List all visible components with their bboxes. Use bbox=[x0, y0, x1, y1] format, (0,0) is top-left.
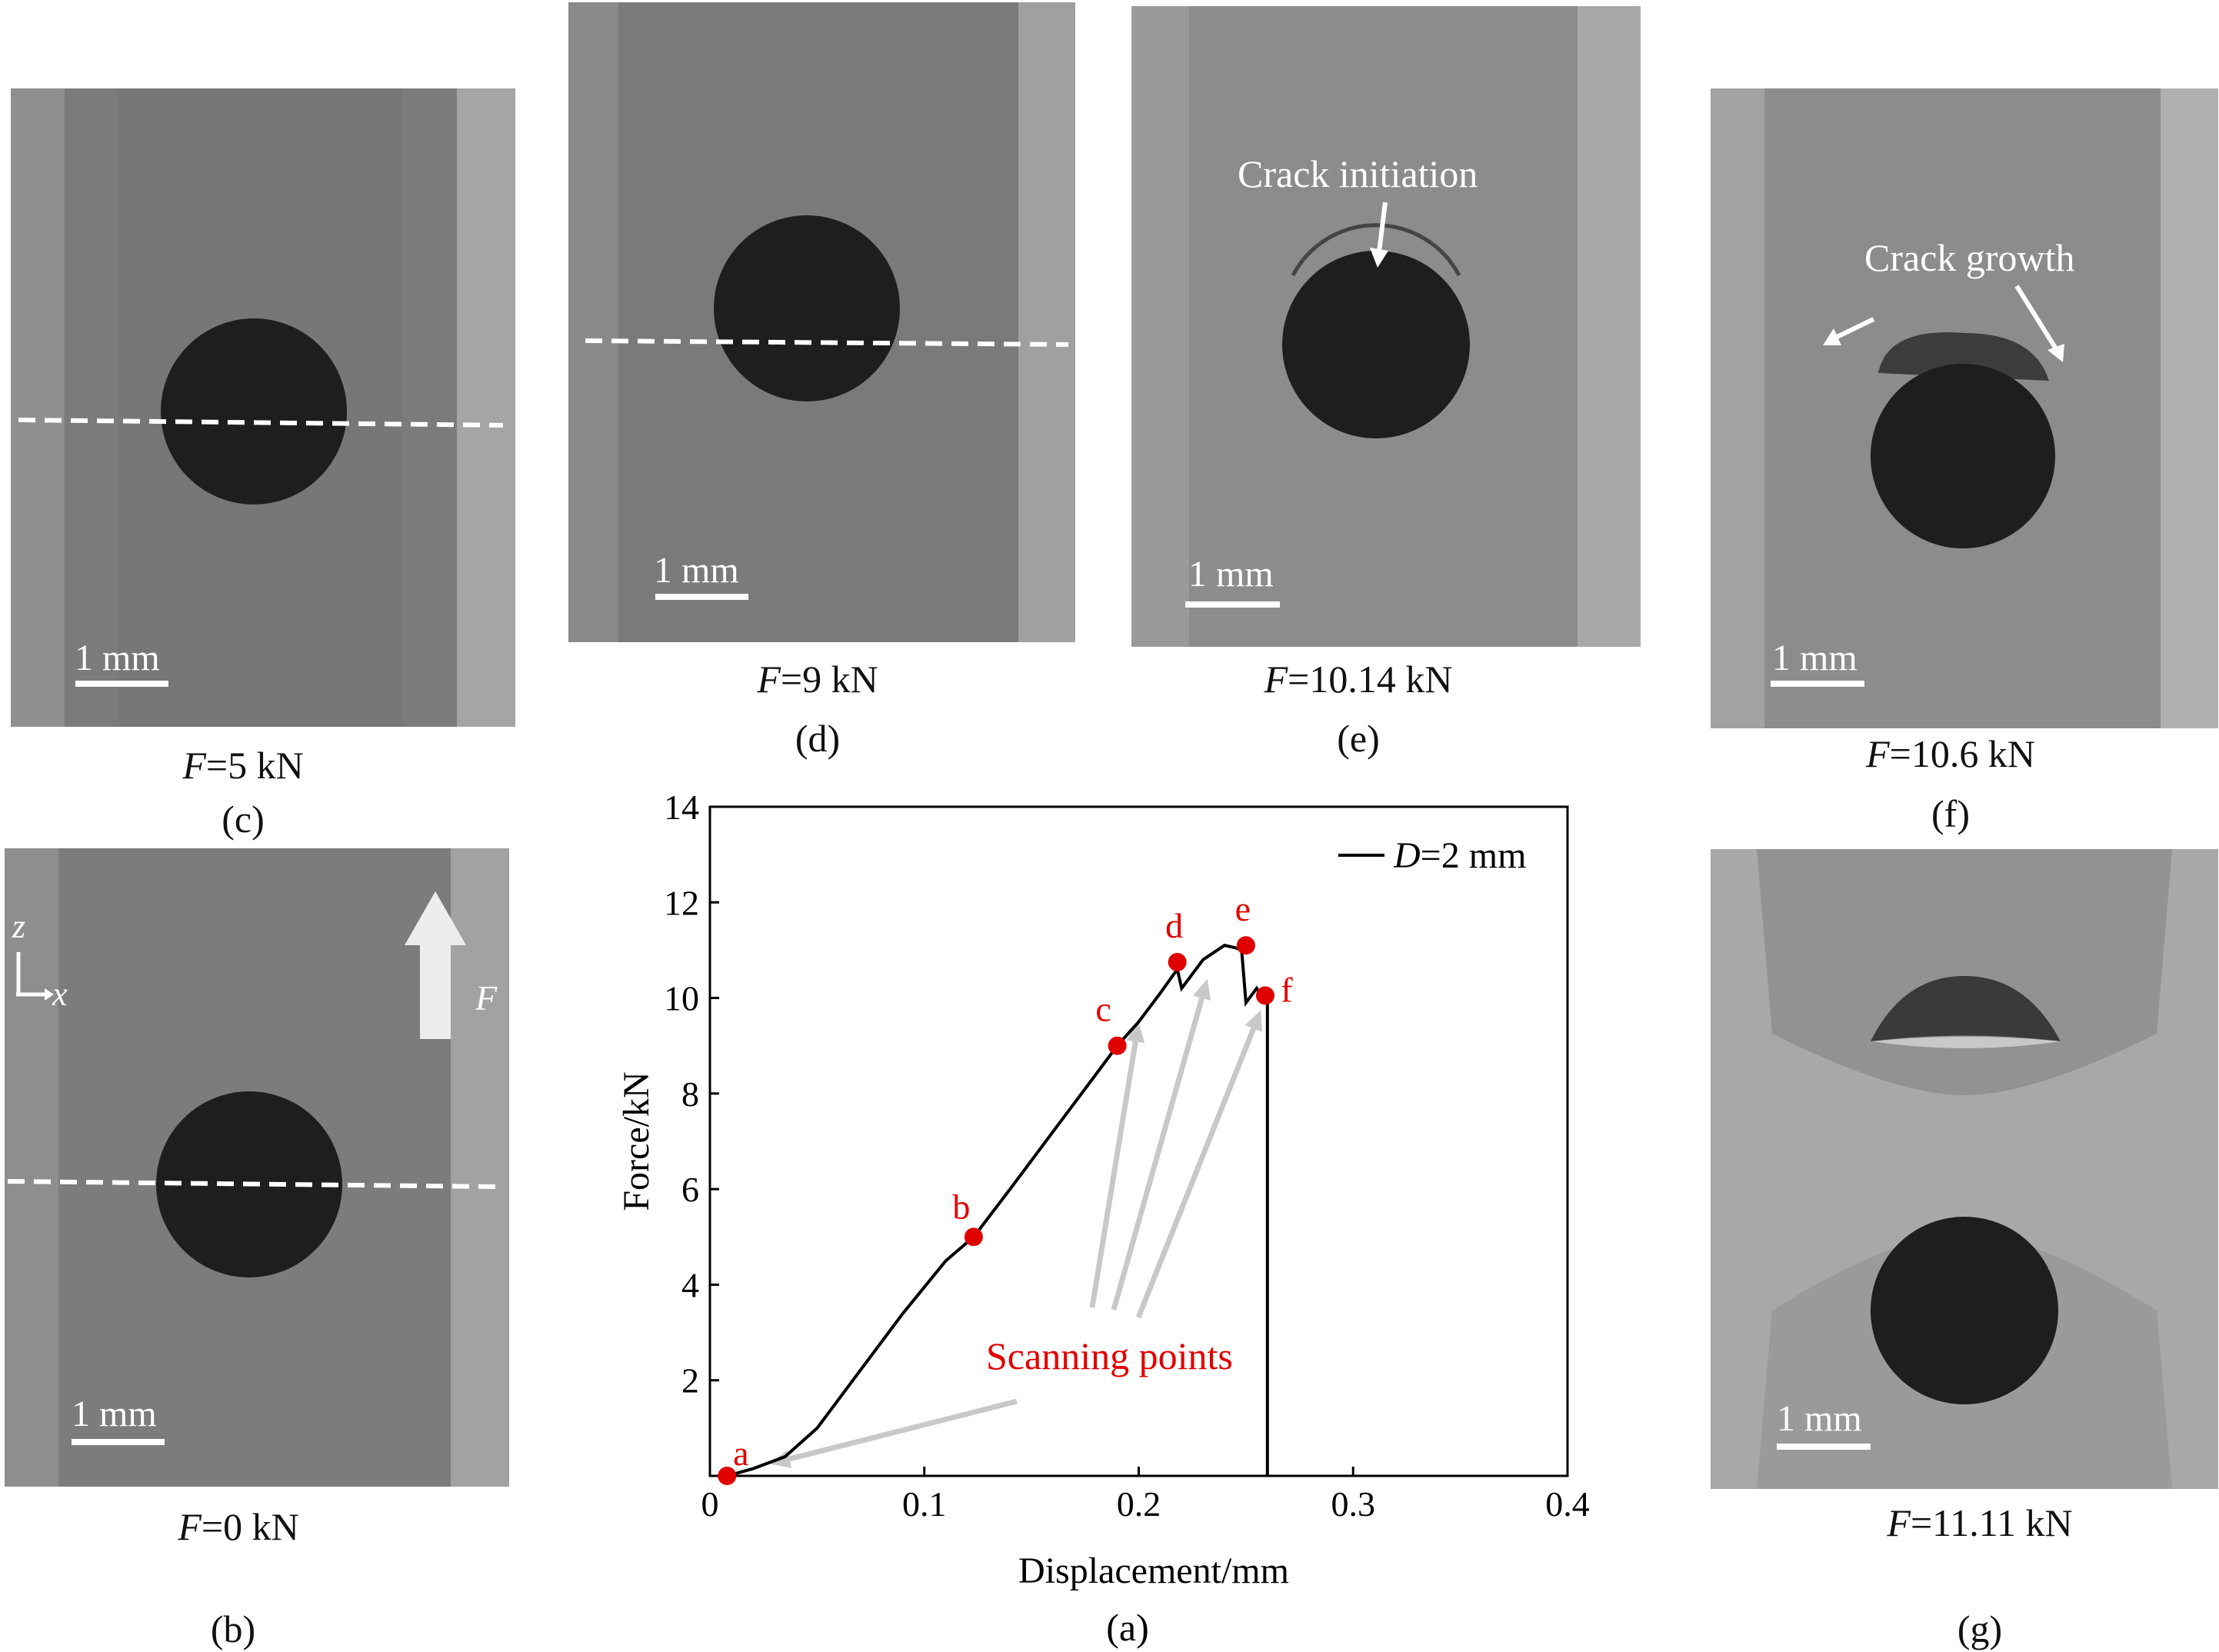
load-arrow-label: F bbox=[475, 978, 498, 1018]
xray-graphic-g bbox=[1711, 849, 2218, 1489]
y-axis-title: Force/kN bbox=[616, 1071, 657, 1211]
force-caption-g: F=11.11 kN bbox=[1887, 1504, 2072, 1542]
force-value: =10.14 kN bbox=[1288, 658, 1453, 701]
panel-letter-d: (d) bbox=[795, 717, 841, 760]
xray-image-b: z x F 1 mm bbox=[5, 848, 509, 1487]
scan-arrow-head bbox=[1244, 1010, 1262, 1032]
scan-arrow bbox=[1089, 1041, 1138, 1308]
y-tick-label: 4 bbox=[681, 1265, 699, 1304]
axis-ticks: 0 0.1 0.2 0.3 0.4 2 4 6 8 10 12 14 bbox=[664, 788, 1590, 1524]
scale-bar-label: 1 mm bbox=[1772, 638, 1857, 678]
scale-bar bbox=[1777, 1444, 1871, 1450]
legend: D=2 mm bbox=[1338, 835, 1526, 876]
xray-graphic-e bbox=[1131, 6, 1641, 647]
scale-bar bbox=[72, 1439, 165, 1445]
xray-graphic-b bbox=[5, 848, 509, 1487]
scan-arrow bbox=[788, 1398, 1018, 1462]
scale-bar-label: 1 mm bbox=[1777, 1398, 1862, 1439]
y-tick-label: 6 bbox=[681, 1170, 699, 1209]
y-tick-label: 14 bbox=[664, 788, 699, 827]
chart-panel-letter: (a) bbox=[1106, 1606, 1149, 1649]
y-tick-label: 10 bbox=[664, 979, 699, 1018]
scan-point-f bbox=[1255, 986, 1274, 1005]
scan-point-e bbox=[1236, 936, 1255, 955]
x-tick-label: 0 bbox=[701, 1484, 719, 1524]
x-axis-title: Displacement/mm bbox=[1018, 1550, 1289, 1591]
scanning-points-annotation: Scanning points bbox=[986, 1334, 1233, 1377]
scan-point-label-c: c bbox=[1095, 990, 1111, 1029]
scan-arrow bbox=[1135, 1027, 1257, 1319]
xray-graphic-d bbox=[568, 2, 1075, 642]
force-value: =11.11 kN bbox=[1910, 1501, 2073, 1544]
scale-bar bbox=[1771, 681, 1864, 687]
force-caption-e: F=10.14 kN bbox=[1264, 660, 1453, 698]
xray-image-f: Crack growth 1 mm bbox=[1711, 88, 2218, 728]
panel-letter-f: (f) bbox=[1931, 792, 1970, 835]
scan-arrow-head bbox=[1126, 1021, 1145, 1044]
scan-point-label-b: b bbox=[952, 1187, 970, 1226]
force-symbol: F bbox=[757, 658, 781, 701]
x-tick-label: 0.4 bbox=[1545, 1484, 1590, 1524]
scan-point-label-e: e bbox=[1235, 889, 1251, 928]
scan-arrows bbox=[770, 978, 1262, 1468]
xray-graphic-c bbox=[11, 88, 515, 727]
force-value: =5 kN bbox=[205, 744, 304, 787]
scale-bar-label: 1 mm bbox=[75, 638, 160, 678]
scan-point-a bbox=[718, 1467, 737, 1485]
y-tick-label: 12 bbox=[664, 883, 699, 922]
scale-bar-label: 1 mm bbox=[72, 1394, 157, 1434]
scan-point-c bbox=[1108, 1036, 1127, 1055]
force-value: =0 kN bbox=[201, 1505, 299, 1548]
force-symbol: F bbox=[1887, 1501, 1911, 1544]
scale-bar-label: 1 mm bbox=[654, 550, 739, 591]
axis-triad-icon bbox=[16, 952, 54, 1001]
x-tick-label: 0.3 bbox=[1331, 1484, 1376, 1524]
panel-letter-e: (e) bbox=[1337, 717, 1380, 760]
scan-point-label-a: a bbox=[733, 1434, 748, 1473]
crack-initiation-label: Crack initiation bbox=[1238, 152, 1478, 195]
force-value: =9 kN bbox=[780, 658, 878, 701]
axis-label-x: x bbox=[52, 975, 68, 1013]
force-symbol: F bbox=[182, 744, 206, 787]
scan-point-label-f: f bbox=[1281, 970, 1293, 1009]
scan-arrow bbox=[1111, 997, 1204, 1311]
force-value: =10.6 kN bbox=[1889, 732, 2035, 775]
scan-point-b bbox=[964, 1227, 983, 1247]
xray-image-g: 1 mm bbox=[1711, 849, 2218, 1489]
force-symbol: F bbox=[178, 1505, 202, 1548]
panel-letter-b: (b) bbox=[210, 1607, 256, 1650]
force-symbol: F bbox=[1866, 732, 1890, 775]
xray-image-d: 1 mm bbox=[568, 2, 1075, 642]
scan-points: a b c d e f bbox=[718, 889, 1293, 1485]
scale-bar bbox=[1185, 601, 1280, 608]
xray-image-c: 1 mm bbox=[11, 88, 515, 727]
panel-letter-g: (g) bbox=[1957, 1607, 2003, 1650]
scale-bar-label: 1 mm bbox=[1188, 554, 1274, 595]
scan-point-label-d: d bbox=[1165, 906, 1183, 945]
crack-growth-label: Crack growth bbox=[1864, 236, 2075, 279]
load-arrow-icon bbox=[405, 891, 466, 1039]
series-line-d2mm bbox=[726, 944, 1269, 1477]
x-tick-label: 0.1 bbox=[902, 1484, 947, 1524]
scan-arrow-head bbox=[1193, 978, 1211, 1001]
force-symbol: F bbox=[1264, 658, 1288, 701]
xray-graphic-f bbox=[1711, 88, 2218, 728]
legend-label: D=2 mm bbox=[1393, 835, 1526, 876]
panel-letter-c: (c) bbox=[222, 798, 265, 841]
axis-label-z: z bbox=[12, 908, 26, 945]
force-caption-c: F=5 kN bbox=[182, 746, 303, 784]
scale-bar bbox=[655, 594, 748, 600]
force-caption-b: F=0 kN bbox=[178, 1507, 298, 1546]
xray-image-e: Crack initiation 1 mm bbox=[1131, 6, 1641, 647]
y-tick-label: 8 bbox=[681, 1074, 699, 1114]
y-tick-label: 2 bbox=[681, 1361, 699, 1401]
force-caption-f: F=10.6 kN bbox=[1866, 734, 2035, 773]
x-tick-label: 0.2 bbox=[1117, 1484, 1161, 1524]
scan-point-d bbox=[1168, 952, 1187, 971]
force-caption-d: F=9 kN bbox=[757, 660, 878, 698]
scale-bar bbox=[75, 681, 168, 687]
